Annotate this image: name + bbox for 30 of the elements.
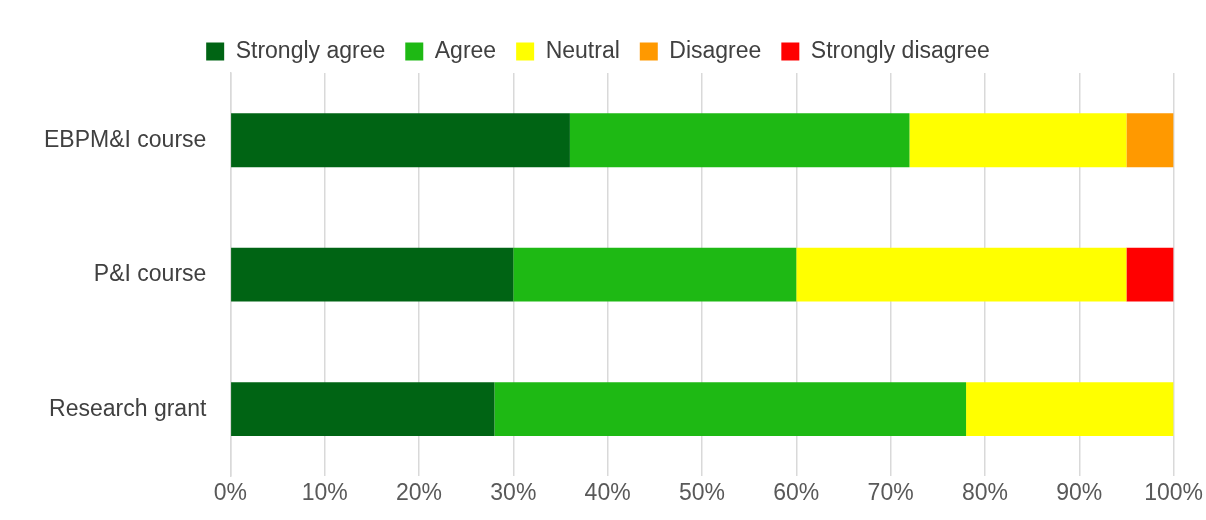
y-tick-label: P&I course xyxy=(93,260,207,287)
bar xyxy=(1126,113,1174,168)
x-tick-label: 40% xyxy=(584,478,631,505)
bar xyxy=(231,113,570,168)
x-tick-label: 60% xyxy=(773,478,820,505)
bar xyxy=(494,382,967,437)
bar xyxy=(796,247,1127,302)
x-tick-label: 30% xyxy=(490,478,537,505)
bar xyxy=(513,247,797,302)
y-tick-label: Research grant xyxy=(49,394,207,421)
x-tick-label: 80% xyxy=(961,478,1008,505)
legend-label: Agree xyxy=(434,36,497,63)
y-tick-label: EBPM&I course xyxy=(43,125,207,152)
legend-label: Strongly agree xyxy=(235,36,386,63)
x-tick-label: 100% xyxy=(1144,478,1203,505)
bar xyxy=(231,247,514,302)
bar xyxy=(569,113,910,168)
x-tick-label: 10% xyxy=(301,478,348,505)
x-tick-label: 90% xyxy=(1056,478,1103,505)
bar xyxy=(231,382,495,437)
x-tick-label: 50% xyxy=(678,478,725,505)
bar xyxy=(909,113,1127,168)
legend-label: Neutral xyxy=(545,36,620,63)
x-tick-label: 0% xyxy=(213,478,247,505)
legend-label: Disagree xyxy=(669,36,762,63)
x-tick-label: 70% xyxy=(867,478,914,505)
x-tick-label: 20% xyxy=(395,478,443,505)
bar xyxy=(1126,247,1174,302)
legend-label: Strongly disagree xyxy=(810,36,990,63)
bar xyxy=(966,382,1174,437)
